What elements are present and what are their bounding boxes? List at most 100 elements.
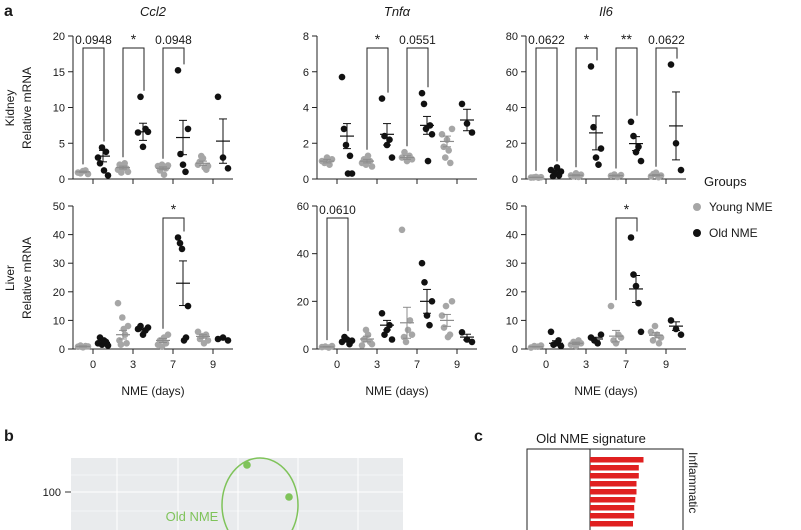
point-old [378, 310, 386, 317]
point-old [428, 131, 436, 138]
point-old [557, 342, 565, 350]
point-young [406, 317, 414, 324]
point-young [445, 147, 453, 154]
significance-bracket [615, 217, 638, 301]
point-young [160, 171, 168, 178]
point-old [597, 331, 605, 339]
significance-label: * [171, 201, 177, 217]
y-tick-label: 15 [53, 67, 65, 79]
point-old [637, 157, 645, 165]
point-old [421, 279, 428, 286]
point-old [340, 125, 348, 133]
x-tick-label: 3 [374, 359, 380, 371]
point-old [597, 145, 605, 152]
point-old [418, 89, 426, 97]
y-tick-label: 0 [303, 174, 309, 186]
y-tick-label: 40 [506, 103, 518, 115]
signature-bars [590, 457, 644, 527]
y-tick-label: 10 [53, 103, 65, 115]
point-old [635, 143, 642, 151]
signature-bar [590, 457, 644, 463]
point-old [184, 125, 192, 133]
point-old [177, 150, 184, 158]
point-young [194, 328, 202, 336]
y-tick-label: 10 [53, 315, 65, 327]
x-tick-label: 3 [583, 359, 589, 371]
legend-old-marker [693, 229, 701, 237]
ylabel-liver: Relative mRNA [20, 237, 34, 319]
point-young [364, 152, 372, 160]
point-old [174, 234, 182, 241]
y-tick-label: 30 [506, 258, 518, 270]
legend: Groups Young NME Old NME [693, 174, 773, 240]
y-tick-label: 80 [506, 31, 518, 43]
panel-label-a: a [4, 3, 13, 20]
point-old [595, 161, 602, 168]
point-young [328, 342, 336, 350]
point-old [214, 93, 222, 101]
signature-bar [590, 497, 636, 503]
significance-bracket [655, 47, 678, 167]
point-old [630, 271, 637, 278]
point-old [184, 302, 192, 310]
point-young [607, 302, 615, 310]
point-young [647, 328, 655, 336]
point-young [124, 168, 132, 176]
point-young [204, 337, 212, 344]
significance-label: 0.0948 [155, 33, 192, 47]
point-old [134, 129, 142, 136]
ylabel-kidney: Relative mRNA [20, 67, 34, 149]
point-old [182, 168, 189, 176]
y-tick-label: 40 [297, 249, 309, 261]
point-young [438, 131, 446, 138]
signature-bar [590, 473, 639, 479]
signature-bar [590, 513, 635, 519]
pca-old-point-2 [285, 493, 293, 501]
point-young [162, 340, 170, 347]
significance-label: ** [621, 31, 632, 47]
point-old [635, 299, 642, 307]
y-tick-label: 20 [53, 287, 65, 299]
point-old [139, 143, 147, 151]
point-young [398, 226, 406, 234]
point-old [338, 73, 346, 81]
point-young [368, 340, 376, 348]
point-old [342, 141, 350, 149]
point-old [667, 61, 675, 68]
point-young [117, 341, 125, 349]
point-old [96, 160, 104, 167]
significance-bracket [82, 47, 105, 165]
row-label-liver: Liver [3, 265, 17, 291]
point-old [667, 317, 675, 324]
significance-label: 0.0622 [528, 33, 565, 47]
point-old [677, 166, 685, 174]
y-tick-label: 20 [506, 138, 518, 150]
point-young [124, 322, 132, 330]
y-tick-label: 10 [506, 315, 518, 327]
y-tick-label: 20 [297, 296, 309, 308]
significance-label: * [584, 31, 590, 47]
panel-kidney-tnfa: 0 2 4 6 8 * 0.0551 [303, 31, 477, 186]
point-old [176, 239, 184, 247]
x-tick-label: 7 [170, 359, 176, 371]
panel-liver-il6: 0 10 20 30 40 50 0 3 7 9 * [506, 201, 686, 371]
point-old [547, 328, 555, 336]
point-old [102, 148, 110, 156]
x-tick-label: 7 [414, 359, 420, 371]
significance-bracket [535, 47, 558, 171]
point-old [182, 334, 190, 341]
signature-bar [590, 521, 633, 527]
point-old [94, 154, 102, 161]
significance-bracket [162, 217, 185, 329]
y-tick-label: 8 [303, 31, 309, 43]
point-old [592, 154, 600, 161]
point-old [346, 152, 354, 160]
point-old [348, 170, 356, 177]
point-young [442, 154, 449, 161]
y-tick-label: 0 [512, 174, 518, 186]
y-tick-label: 20 [506, 287, 518, 299]
point-old [178, 245, 186, 253]
signature-bar [590, 465, 639, 471]
signature-side-label: Inflammatic [686, 452, 700, 513]
point-young [401, 148, 408, 156]
